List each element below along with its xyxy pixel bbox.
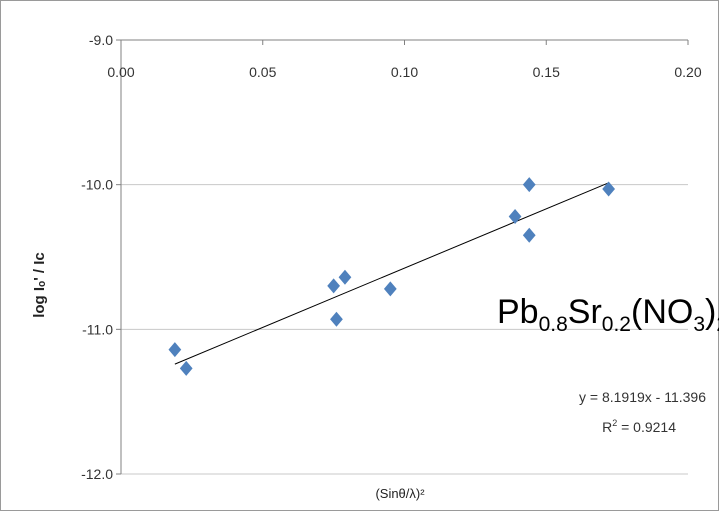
y-tick-label: -12.0 <box>81 466 113 482</box>
formula-sr-sub: 0.2 <box>602 313 631 336</box>
data-point <box>508 208 522 224</box>
trendline-group <box>174 182 609 365</box>
data-point <box>327 278 340 294</box>
formula-pb: Pb <box>497 293 539 331</box>
data-point <box>338 269 352 285</box>
data-point <box>330 311 343 327</box>
y-tick-label: -9.0 <box>89 32 113 48</box>
x-tick-label: 0.20 <box>674 64 701 80</box>
x-tick-label: 0.10 <box>391 64 418 80</box>
trendline-equation: y = 8.1919x - 11.396 <box>579 389 706 405</box>
x-tick-label: 0.15 <box>533 64 560 80</box>
r-squared: R2 = 0.9214 <box>602 418 676 435</box>
data-point <box>602 181 615 197</box>
trendline <box>174 182 609 365</box>
data-point <box>179 360 193 376</box>
formula-no: (NO <box>631 293 693 331</box>
data-point <box>383 281 397 297</box>
formula-no-sub: 3 <box>693 313 705 336</box>
axes <box>116 39 689 475</box>
data-point <box>522 227 536 243</box>
r-squared-label: R <box>602 419 612 435</box>
formula-paren: ) <box>705 293 716 331</box>
r-squared-sup: 2 <box>612 418 617 428</box>
tick-labels: -9.0 -10.0 -11.0 -12.0 0.00 0.05 0.10 0.15 0.20 <box>81 32 702 482</box>
r-squared-value: = 0.9214 <box>617 419 676 435</box>
x-tick-label: 0.05 <box>249 64 276 80</box>
x-tick-label: 0.00 <box>107 64 134 80</box>
y-tick-label: -11.0 <box>82 321 113 337</box>
x-axis-label: (Sinθ/λ)² <box>375 486 425 501</box>
compound-formula: Pb0.8Sr0.2(NO3)2 <box>497 293 719 336</box>
data-point <box>168 342 182 358</box>
y-tick-label: -10.0 <box>81 177 113 193</box>
formula-pb-sub: 0.8 <box>539 313 568 336</box>
y-axis-label: log Iₒ' / Ic <box>31 252 48 318</box>
formula-paren-sub: 2 <box>716 313 719 336</box>
data-point <box>522 177 536 193</box>
data-points <box>168 177 615 376</box>
formula-sr: Sr <box>568 293 602 331</box>
